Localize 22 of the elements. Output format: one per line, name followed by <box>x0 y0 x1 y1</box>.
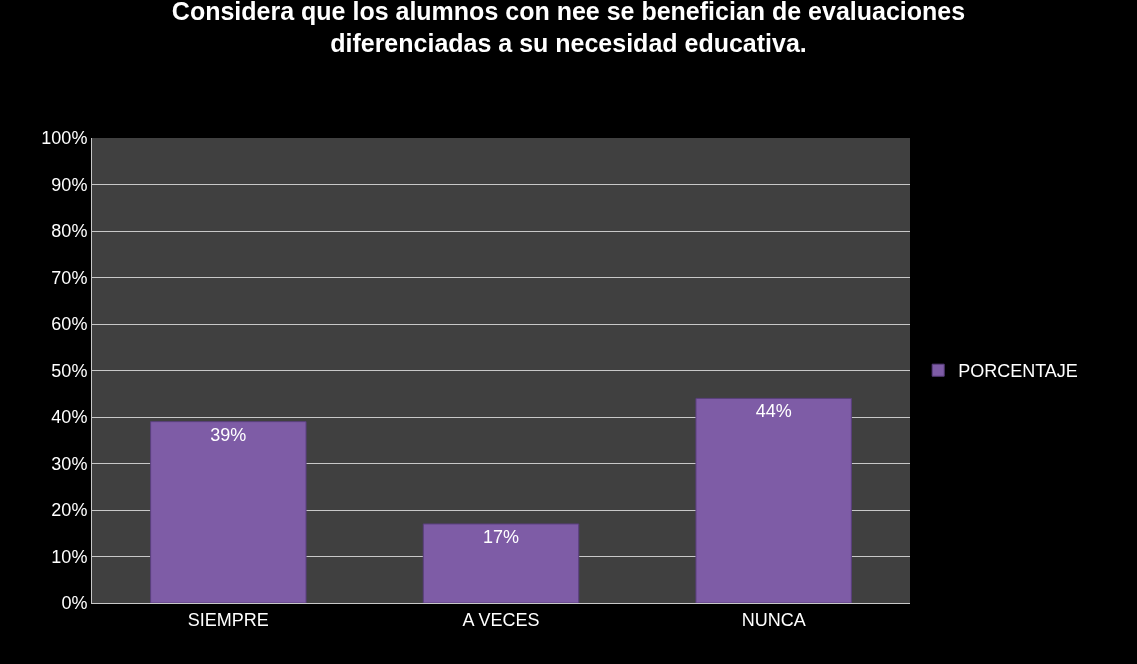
y-tick-label: 0% <box>61 593 88 614</box>
text: 39% <box>210 424 247 445</box>
y-tick-label: 70% <box>51 267 88 288</box>
y-tick-label: 40% <box>51 407 88 428</box>
x-tick-label: NUNCA <box>741 609 806 630</box>
chart-title: Considera que los alumnos con nee se benefician de evaluaciones diferenciadas a su necesidad educativa. <box>171 0 966 58</box>
y-tick-label: 20% <box>51 500 88 521</box>
y-tick-label: 80% <box>51 221 88 242</box>
text: 17% <box>482 526 520 547</box>
y-tick-label: 100% <box>41 128 88 149</box>
y-tick-label: 30% <box>51 453 88 474</box>
text: 44% <box>755 401 792 422</box>
y-tick-label: 50% <box>51 360 88 381</box>
x-tick-label: A VECES <box>462 609 540 630</box>
y-tick-label: 60% <box>51 314 88 335</box>
x-tick-label: SIEMPRE <box>187 609 269 630</box>
legend-label: PORCENTAJE <box>958 361 1078 382</box>
bar <box>150 421 307 603</box>
y-tick-label: 90% <box>51 174 88 195</box>
y-tick-label: 10% <box>51 546 88 567</box>
bar <box>695 397 852 603</box>
bar <box>422 523 580 603</box>
